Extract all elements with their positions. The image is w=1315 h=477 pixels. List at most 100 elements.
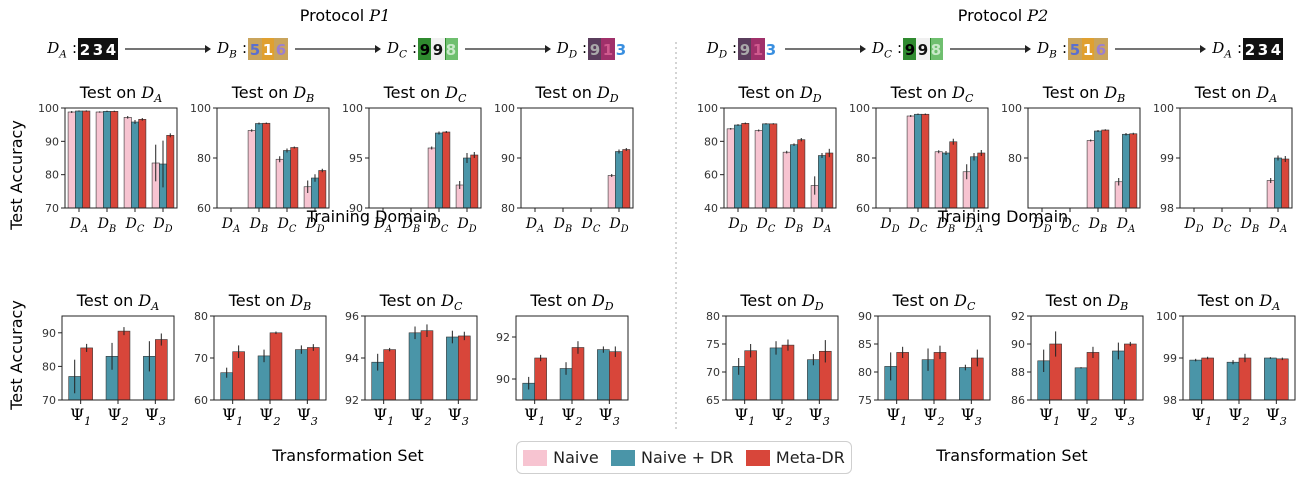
y-tick-label: 92: [496, 331, 510, 344]
bar-naive-dr-d-a: [75, 110, 83, 209]
x-tick-label-1: Ψ1: [373, 405, 394, 428]
bar-meta-dr-d-a: [1281, 158, 1290, 209]
y-tick-label: 80: [501, 202, 515, 215]
bar-meta-dr-1: [80, 347, 93, 401]
axes-frame: [61, 315, 175, 401]
axes-frame: [1179, 107, 1293, 209]
y-tick-label: 85: [858, 338, 872, 351]
flow-colon: :: [732, 39, 737, 57]
x-tick-label-3: Ψ3: [145, 405, 166, 428]
bar-naive-dr-d-b: [942, 152, 950, 209]
chart-title: Test on DB: [1042, 83, 1126, 105]
axes-frame: [520, 107, 634, 209]
flow-domain-label-d-b: DB: [1036, 39, 1057, 61]
flow-step-d-a: DA:2 3 4: [1211, 38, 1283, 61]
domain-digit: 6: [276, 41, 286, 59]
chart-title: Test on DC: [379, 291, 463, 313]
y-tick-label: 75: [858, 394, 872, 407]
domain-image: [1243, 38, 1283, 60]
axes-frame: [877, 315, 991, 401]
flow-domain-label-d-c: DC: [871, 39, 892, 61]
x-tick-label-1: Ψ1: [1191, 405, 1212, 428]
bar-naive-d-c: [427, 147, 436, 209]
flow-step-d-b: DB:5 1 6: [1036, 38, 1206, 61]
x-tick-label-d-b: DB: [1088, 216, 1107, 235]
bar-naive-dr-d-a: [818, 155, 826, 209]
x-tick-label-3: Ψ3: [961, 405, 982, 428]
bar-naive-dr-d-d: [463, 157, 471, 209]
legend-item-naive: Naive: [523, 448, 599, 467]
bar-naive-dr-d-a: [970, 156, 978, 209]
y-tick-label: 100: [1001, 102, 1022, 115]
bar-naive-dr-d-c: [283, 150, 291, 209]
domain-digit: 4: [1271, 41, 1281, 59]
legend-item-meta-dr: Meta-DR: [745, 448, 845, 467]
flow-step-d-d: DD:9 1 3: [706, 38, 866, 61]
chart-p2-bottom-test-on-d-b: Test on DB 86 88 90 92 Ψ1 Ψ2 Ψ3: [1011, 291, 1144, 428]
y-tick-label: 99: [1160, 152, 1174, 165]
bar-naive-dr-3: [1264, 357, 1277, 401]
bar-meta-dr-1: [1201, 357, 1214, 401]
chart-p2-top-test-on-d-a: Test on DA 98 99 100 DD DC DB DA: [1153, 83, 1293, 235]
bar-meta-dr-1: [232, 351, 245, 401]
bar-meta-dr-1: [383, 349, 396, 401]
chart-title: Test on DC: [383, 83, 467, 105]
bar-naive-d-c: [754, 130, 763, 209]
y-tick-label: 98: [1160, 202, 1174, 215]
chart-title: Test on DA: [76, 291, 159, 313]
x-tick-label-d-c: DC: [1212, 216, 1232, 235]
axes-frame: [368, 107, 482, 209]
axes-frame: [725, 315, 839, 401]
x-tick-label-d-b: DB: [249, 216, 268, 235]
x-tick-label-d-b: DB: [401, 216, 420, 235]
bar-meta-dr-d-a: [977, 152, 986, 209]
bar-meta-dr-d-d: [318, 170, 327, 209]
flow-step-d-b: DB:5 1 6: [216, 38, 381, 61]
y-tick-label: 86: [1011, 394, 1025, 407]
domain-digit: 5: [1070, 41, 1080, 59]
flow-arrowhead: [1200, 45, 1206, 53]
flow-colon: :: [582, 39, 587, 57]
bar-naive-d-b: [934, 151, 943, 209]
chart-p1-bottom-test-on-d-a: Test on DA 70 80 90 Ψ1 Ψ2 Ψ3: [42, 291, 175, 428]
y-tick-label: 100: [1156, 310, 1177, 323]
legend-label-naive: Naive: [553, 448, 599, 467]
flow-arrowhead: [375, 45, 381, 53]
bar-naive-d-d: [726, 128, 735, 209]
x-tick-label-d-a: DA: [964, 216, 983, 235]
y-tick-label: 60: [194, 394, 208, 407]
domain-digit: 3: [1258, 41, 1268, 59]
bar-meta-dr-2: [117, 330, 131, 401]
x-tick-label-1: Ψ1: [222, 405, 243, 428]
x-tick-label-d-a: DA: [525, 216, 544, 235]
axes-frame: [213, 315, 327, 401]
bar-meta-dr-d-b: [1101, 129, 1110, 209]
bar-meta-dr-3: [458, 335, 471, 401]
y-tick-label: 80: [42, 360, 56, 373]
y-tick-label: 100: [494, 102, 515, 115]
x-tick-label-3: Ψ3: [448, 405, 469, 428]
chart-title: Test on DD: [534, 83, 618, 105]
x-tick-label-d-a: DA: [812, 216, 831, 235]
domain-digit: 9: [740, 41, 750, 59]
legend: Naive Naive + DR Meta-DR: [516, 441, 852, 474]
bar-meta-dr-1: [744, 350, 757, 401]
bar-meta-dr-d-d: [470, 154, 479, 209]
bar-meta-dr-d-c: [442, 131, 451, 209]
domain-digit: 2: [80, 41, 90, 59]
bar-naive-dr-3: [295, 349, 308, 401]
flow-colon: :: [897, 39, 902, 57]
domain-flows: DA:2 3 4 DB:5 1 6 DC:9 9 8 DD:9 1 3 DD:9 1 3 DC:9 9 8 DB:5…: [46, 38, 1283, 61]
y-tick-label: 100: [38, 102, 59, 115]
chart-p1-bottom-test-on-d-c: Test on DC 92 94 96 Ψ1 Ψ2 Ψ3: [345, 291, 478, 428]
y-tick-label: 90: [501, 152, 515, 165]
x-tick-label-d-a: DA: [373, 216, 392, 235]
domain-digit: 1: [603, 41, 613, 59]
domain-digit: 9: [590, 41, 600, 59]
chart-p2-bottom-test-on-d-c: Test on DC 75 80 85 90 Ψ1 Ψ2 Ψ3: [858, 291, 991, 428]
y-tick-label: 80: [704, 135, 718, 148]
axes-frame: [875, 107, 989, 209]
domain-digit: 8: [446, 41, 456, 59]
x-tick-label-d-c: DC: [581, 216, 601, 235]
domain-image-patch: [601, 38, 615, 60]
